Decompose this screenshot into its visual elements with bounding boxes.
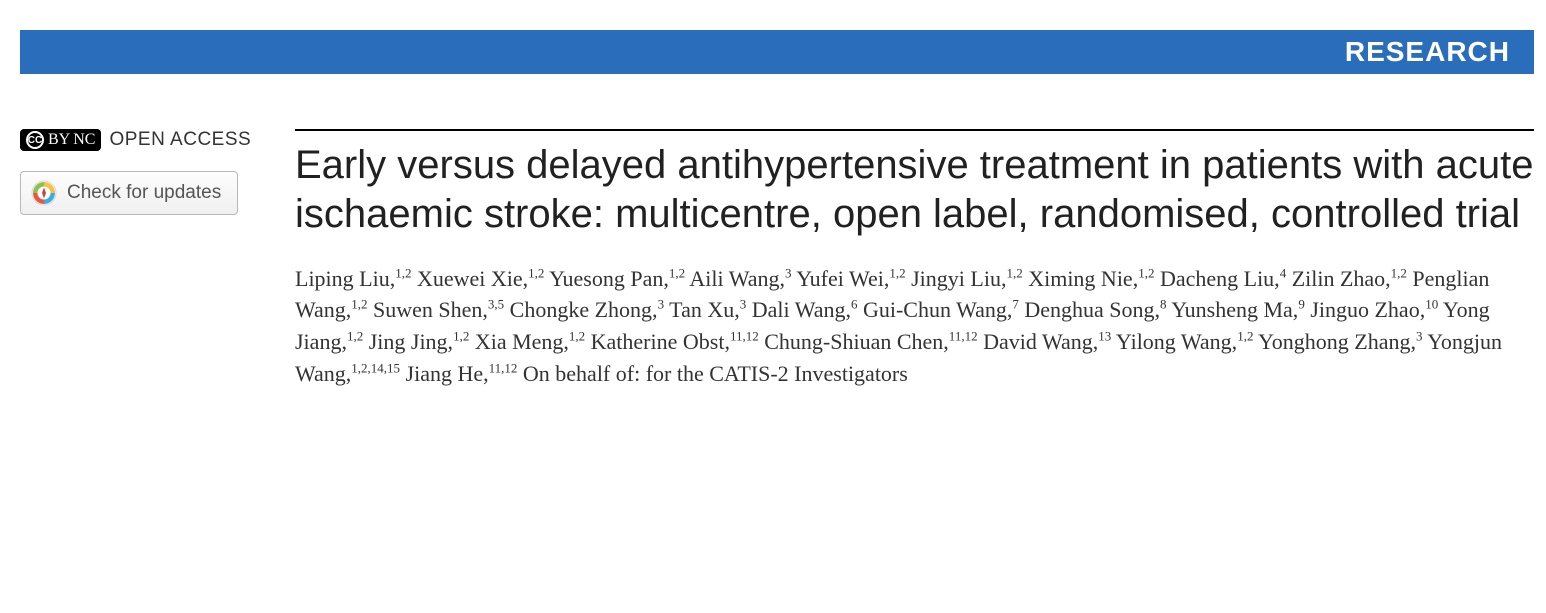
author-affiliation: 3: [658, 297, 665, 312]
on-behalf-text: On behalf of: for the CATIS-2 Investigat…: [523, 361, 908, 386]
author: Dacheng Liu,4: [1160, 266, 1286, 291]
author-affiliation: 1,2: [351, 297, 367, 312]
author: Gui-Chun Wang,7: [863, 297, 1019, 322]
author: Dali Wang,6: [752, 297, 858, 322]
author-affiliation: 9: [1298, 297, 1305, 312]
author-affiliation: 1,2: [889, 265, 905, 280]
author: Chongke Zhong,3: [510, 297, 664, 322]
author: Aili Wang,3: [689, 266, 791, 291]
author-affiliation: 7: [1012, 297, 1019, 312]
left-column: CC BY NC OPEN ACCESS Check for updates: [20, 129, 295, 390]
article-title: Early versus delayed antihypertensive tr…: [295, 141, 1534, 239]
author: Yuesong Pan,1,2: [549, 266, 685, 291]
author-affiliation: 8: [1160, 297, 1167, 312]
author-affiliation: 11,12: [489, 361, 518, 376]
author: Jiang He,11,12: [406, 361, 518, 386]
author-affiliation: 1,2,14,15: [351, 361, 400, 376]
author: Yilong Wang,1,2: [1116, 329, 1254, 354]
author: Katherine Obst,11,12: [591, 329, 759, 354]
author-affiliation: 6: [851, 297, 858, 312]
check-for-updates-button[interactable]: Check for updates: [20, 171, 238, 215]
author-affiliation: 1,2: [347, 329, 363, 344]
author-affiliation: 1,2: [453, 329, 469, 344]
author: Jing Jing,1,2: [369, 329, 470, 354]
author-affiliation: 4: [1280, 265, 1287, 280]
crossmark-icon: [31, 180, 57, 206]
author: Denghua Song,8: [1024, 297, 1166, 322]
author-affiliation: 3,5: [488, 297, 504, 312]
author-affiliation: 1,2: [1138, 265, 1154, 280]
author-affiliation: 1,2: [1391, 265, 1407, 280]
author-affiliation: 11,12: [949, 329, 978, 344]
author-affiliation: 1,2: [1006, 265, 1022, 280]
author: Yonghong Zhang,3: [1258, 329, 1422, 354]
author-affiliation: 3: [1416, 329, 1423, 344]
author: Xia Meng,1,2: [475, 329, 585, 354]
author-affiliation: 3: [785, 265, 792, 280]
content-row: CC BY NC OPEN ACCESS Check for updates: [0, 129, 1546, 390]
author-affiliation: 10: [1425, 297, 1438, 312]
author: Liping Liu,1,2: [295, 266, 411, 291]
cc-license-icon: CC BY NC: [20, 129, 101, 151]
author: Xuewei Xie,1,2: [417, 266, 544, 291]
article-header: Early versus delayed antihypertensive tr…: [295, 129, 1534, 390]
author-affiliation: 3: [740, 297, 747, 312]
author-affiliation: 1,2: [569, 329, 585, 344]
author: Ximing Nie,1,2: [1028, 266, 1154, 291]
author: Jinguo Zhao,10: [1310, 297, 1438, 322]
author: Jingyi Liu,1,2: [911, 266, 1023, 291]
author: Chung-Shiuan Chen,11,12: [764, 329, 977, 354]
author: Zilin Zhao,1,2: [1292, 266, 1407, 291]
author-affiliation: 13: [1098, 329, 1111, 344]
section-banner: RESEARCH: [20, 30, 1534, 74]
author-list: Liping Liu,1,2 Xuewei Xie,1,2 Yuesong Pa…: [295, 263, 1534, 391]
author-affiliation: 1,2: [669, 265, 685, 280]
open-access-row: CC BY NC OPEN ACCESS: [20, 129, 277, 151]
open-access-label: OPEN ACCESS: [109, 129, 251, 151]
author: Tan Xu,3: [669, 297, 746, 322]
author-affiliation: 11,12: [730, 329, 759, 344]
author-affiliation: 1,2: [395, 265, 411, 280]
author-affiliation: 1,2: [1237, 329, 1253, 344]
banner-label: RESEARCH: [1345, 36, 1510, 67]
author-affiliation: 1,2: [528, 265, 544, 280]
author: David Wang,13: [983, 329, 1111, 354]
author: Suwen Shen,3,5: [373, 297, 504, 322]
check-for-updates-label: Check for updates: [67, 182, 221, 204]
author: Yunsheng Ma,9: [1171, 297, 1305, 322]
author: Yufei Wei,1,2: [796, 266, 905, 291]
